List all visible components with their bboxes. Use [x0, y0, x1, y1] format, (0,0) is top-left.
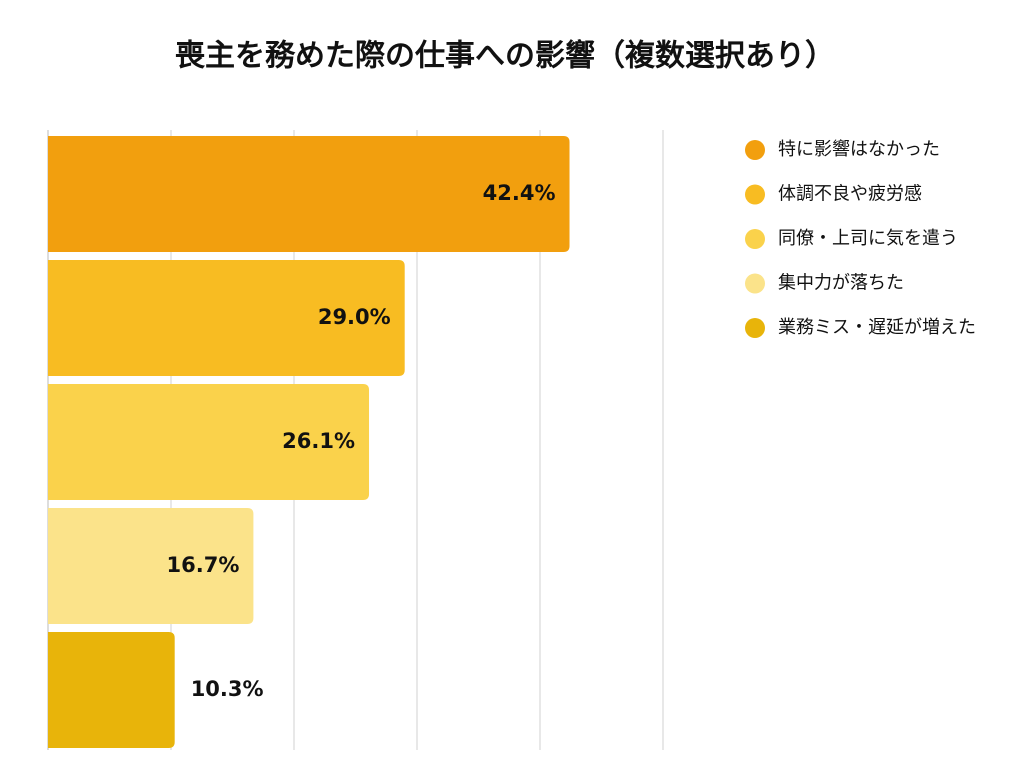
legend-label: 業務ミス・遅延が増えた: [778, 317, 976, 338]
legend-label: 同僚・上司に気を遣う: [778, 228, 958, 249]
bar: [48, 632, 175, 748]
bar: [48, 136, 570, 252]
bar: [48, 260, 405, 376]
value-label: 10.3%: [191, 677, 264, 701]
value-label: 42.4%: [483, 181, 556, 205]
legend-marker: [745, 273, 765, 294]
legend-label: 集中力が落ちた: [778, 273, 904, 294]
legend-marker: [745, 229, 765, 249]
legend-marker: [745, 140, 765, 160]
value-label: 29.0%: [318, 305, 391, 329]
chart-title: 喪主を務めた際の仕事への影響（複数選択あり）: [175, 39, 835, 74]
value-label: 26.1%: [282, 429, 355, 453]
legend-label: 体調不良や疲労感: [778, 184, 922, 205]
bar: [48, 508, 254, 624]
bar: [48, 384, 370, 500]
legend-label: 特に影響はなかった: [778, 139, 940, 160]
legend-marker: [745, 184, 765, 205]
value-label: 16.7%: [167, 553, 240, 577]
legend-marker: [745, 318, 765, 338]
